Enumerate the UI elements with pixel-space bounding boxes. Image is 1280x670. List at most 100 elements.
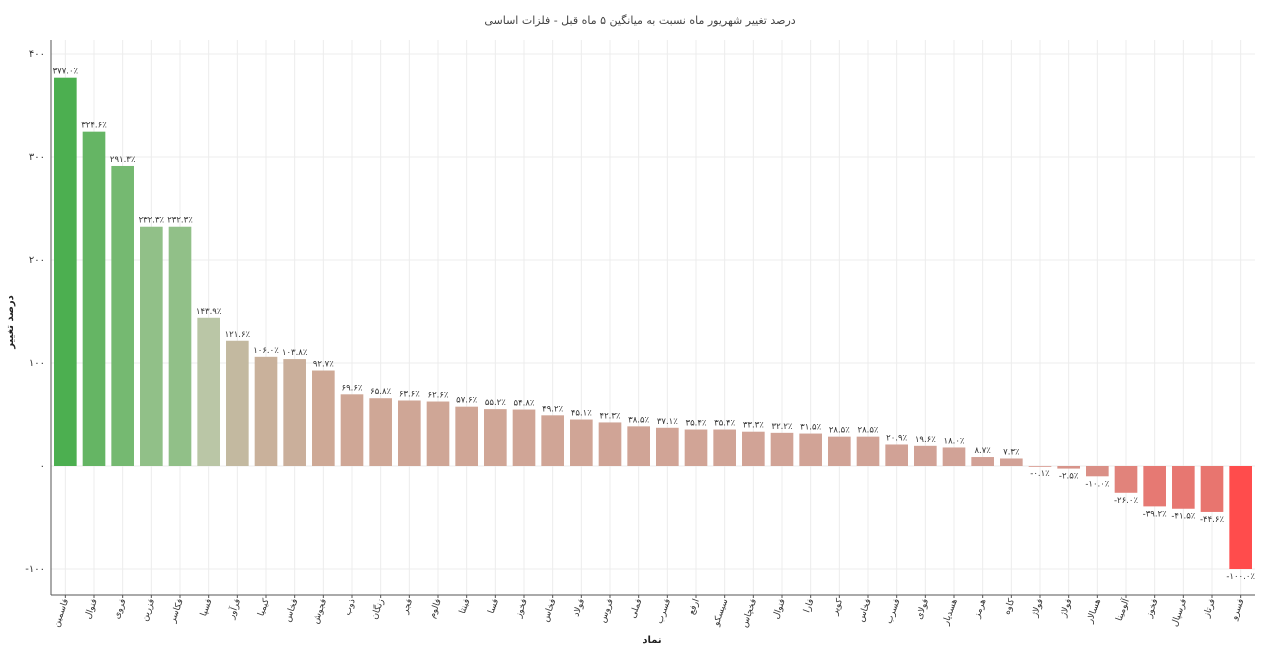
bar [168,226,192,466]
x-tick-label: فروس [598,598,616,625]
data-label: ۲۳۲.۳٪ [139,216,165,226]
x-tick-label: فخچاس [740,598,760,629]
data-label: ۳۳.۳٪ [743,421,764,431]
x-tick-label: هسدیار [941,597,960,627]
data-label: ۳۵.۴٪ [714,419,735,429]
bar [656,427,679,466]
data-label: ۹۲.۷٪ [313,360,334,370]
x-tick-label: ارفع [687,598,702,616]
data-label: ۵۷.۶٪ [456,396,477,406]
bar [140,226,163,466]
x-tick-label: فولاژ [1030,598,1046,620]
bar [54,77,77,466]
data-label: -۰.۱٪ [1030,469,1050,479]
x-tick-label: فخوز [514,598,530,620]
bar [254,356,278,466]
data-label: -۱۰.۰٪ [1085,479,1109,489]
data-label: ۴۹.۲٪ [542,404,563,414]
data-label: ۲۰.۹٪ [886,433,907,443]
bar [684,429,708,466]
x-tick-label: سیسکو [711,598,730,629]
data-label: ۵۴.۸٪ [514,399,535,409]
bar [369,398,392,466]
bar [971,457,994,466]
x-tick-label: زنگان [368,597,387,621]
data-label: ۷.۳٪ [1003,447,1020,457]
data-label: ۶۹.۶٪ [342,383,363,393]
data-label: ۲۸.۵٪ [829,426,850,436]
x-tick-label: فزرین [140,598,157,623]
x-tick-label: فسرب [655,598,673,626]
x-tick-label: فجوش [311,598,329,626]
bar [1172,466,1195,509]
bar [111,165,134,466]
bar [914,445,937,466]
data-label: ۶۲.۶٪ [428,391,449,401]
x-axis-title: نماد [642,635,661,646]
x-tick-label: فخوز [1144,598,1160,620]
x-tick-label: فولاد [572,598,588,618]
x-tick-label: فاسمین [52,598,71,629]
x-tick-label: فجر [400,598,415,617]
y-tick-label: ۳۰۰ [29,152,45,163]
x-tick-label: فارا [802,598,816,614]
bar [828,436,851,466]
x-tick-label: فنوال [771,598,787,621]
bar [598,422,622,466]
data-label: ۸.۷٪ [974,446,991,456]
data-label: -۴۱.۵٪ [1171,512,1195,522]
x-tick-label: فسا [487,598,502,616]
x-tick-label: فرتاز [1202,598,1218,620]
bar [1057,466,1080,469]
bar [512,409,536,466]
data-label: ۲۳۲.۳٪ [167,216,193,226]
x-tick-label: فخاس [541,598,559,624]
y-tick-label: -۱۰۰ [25,564,45,575]
data-label: ۳۷.۱٪ [657,417,678,427]
data-label: ۵۵.۲٪ [485,398,506,408]
data-label: ۲۸.۵٪ [858,426,879,436]
bar [283,359,306,466]
x-tick-label: کاوه [1002,597,1017,616]
x-tick-label: فملی [628,598,644,620]
bar [484,409,507,466]
bar [742,431,765,466]
data-label: -۴۴.۶٪ [1200,515,1224,525]
bar [226,340,249,466]
x-tick-label: هرمز [972,597,988,620]
data-label: ۶۵.۸٪ [370,387,391,397]
x-tick-label: فالوم [428,598,444,620]
data-label: -۲۶.۰٪ [1114,496,1138,506]
bar [1143,466,1166,507]
data-label: ۱۹.۶٪ [915,435,936,445]
bar [799,433,822,466]
x-tick-label: فولاژ [1058,598,1074,620]
data-label: -۲.۵٪ [1059,472,1079,482]
x-tick-label: فخاس [283,598,301,624]
y-tick-label: ۲۰۰ [29,255,45,266]
bar [713,429,736,466]
bar [1086,466,1109,477]
bar [541,415,564,466]
bar [627,426,650,466]
bar [1000,458,1023,466]
x-tick-label: ذوب [343,598,358,617]
y-axis-title: درصد تغییر [5,295,16,350]
y-tick-label: ۴۰۰ [29,49,45,60]
x-tick-label: فرآور [225,597,244,621]
bar [1028,466,1052,467]
bar [1229,466,1252,569]
grid [51,40,1255,595]
x-tick-label: فسپا [199,598,214,618]
data-label: ۳۷۷.۰٪ [53,67,79,77]
chart-title: درصد تغییر شهریور ماه نسبت به میانگین ۵ … [484,14,796,27]
bar [1200,466,1224,512]
data-label: ۱۰۳.۸٪ [282,348,308,358]
x-tick-label: فروی [112,598,128,621]
bar [426,401,450,466]
bar [942,447,966,466]
bar [570,419,593,466]
x-tick-label: فبنتا [458,598,473,616]
data-label: -۱۰۰.۰٪ [1226,572,1255,582]
